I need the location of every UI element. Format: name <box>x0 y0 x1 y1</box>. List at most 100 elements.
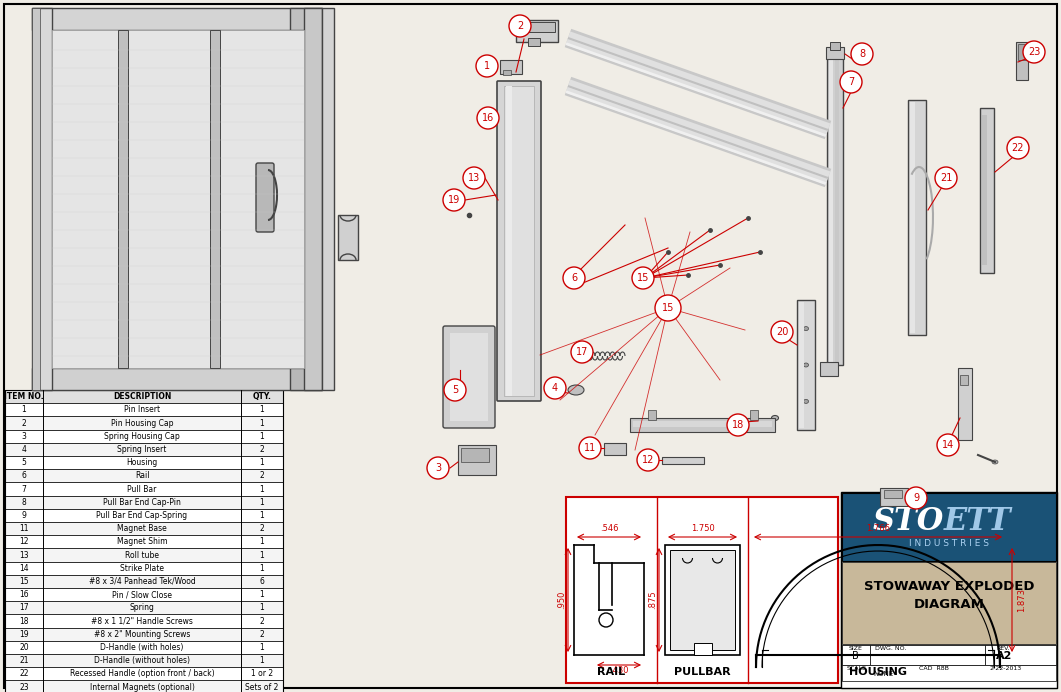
Text: 2-22-2013: 2-22-2013 <box>989 666 1022 671</box>
Circle shape <box>637 449 659 471</box>
Text: 5: 5 <box>21 458 27 467</box>
Bar <box>665 545 740 655</box>
Circle shape <box>579 437 601 459</box>
Bar <box>5 654 283 667</box>
Bar <box>290 368 321 390</box>
Text: 9: 9 <box>912 493 919 503</box>
Text: 1: 1 <box>260 603 264 612</box>
Text: 1: 1 <box>260 564 264 573</box>
Circle shape <box>655 295 681 321</box>
Ellipse shape <box>503 113 517 123</box>
Circle shape <box>477 107 499 129</box>
Bar <box>210 30 220 368</box>
Text: 21: 21 <box>19 656 29 665</box>
Bar <box>500 60 522 74</box>
Bar <box>460 448 489 462</box>
Ellipse shape <box>759 419 765 424</box>
Bar <box>982 115 987 265</box>
Bar <box>516 20 558 42</box>
Circle shape <box>599 613 613 627</box>
Bar <box>504 86 534 396</box>
Text: DWG. NO.: DWG. NO. <box>875 646 906 651</box>
Bar <box>870 645 985 665</box>
Text: 1 or 2: 1 or 2 <box>251 669 273 678</box>
Text: 2: 2 <box>260 445 264 454</box>
Text: STO: STO <box>872 507 944 538</box>
Bar <box>630 418 775 432</box>
Circle shape <box>905 487 927 509</box>
Ellipse shape <box>568 385 584 395</box>
Bar <box>884 490 902 498</box>
Text: 21: 21 <box>940 173 952 183</box>
Text: 15: 15 <box>19 577 29 586</box>
Circle shape <box>1007 137 1029 159</box>
Bar <box>604 443 626 455</box>
Bar <box>1016 42 1028 80</box>
Text: 1.750: 1.750 <box>691 524 714 533</box>
Text: ETT: ETT <box>944 507 1011 538</box>
Bar <box>960 375 968 385</box>
Text: 6: 6 <box>21 471 27 480</box>
Text: .875: .875 <box>648 591 658 610</box>
Text: Rail: Rail <box>135 471 150 480</box>
Text: 11: 11 <box>19 524 29 533</box>
Circle shape <box>476 55 498 77</box>
Text: 1: 1 <box>260 406 264 415</box>
Text: 6: 6 <box>571 273 577 283</box>
Bar <box>5 469 283 482</box>
Text: RAIL: RAIL <box>597 667 625 677</box>
Text: 14: 14 <box>19 564 29 573</box>
Text: 1: 1 <box>260 643 264 652</box>
Text: NONE: NONE <box>873 671 893 677</box>
Bar <box>5 456 283 469</box>
Bar <box>694 643 712 655</box>
Bar <box>1017 44 1026 60</box>
Text: 1.766: 1.766 <box>866 524 890 533</box>
Bar <box>958 368 972 440</box>
Bar <box>321 8 334 390</box>
Text: 4: 4 <box>552 383 558 393</box>
Text: SIZE: SIZE <box>849 646 863 651</box>
Bar <box>5 628 283 641</box>
Text: 2: 2 <box>260 524 264 533</box>
Text: 23: 23 <box>19 682 29 691</box>
Text: 15: 15 <box>637 273 649 283</box>
Text: 22: 22 <box>19 669 29 678</box>
Text: HOUSING: HOUSING <box>849 667 907 677</box>
Text: CAD  R8B: CAD R8B <box>919 666 949 671</box>
Text: SCALE: SCALE <box>847 666 867 671</box>
Bar <box>797 300 815 430</box>
Text: 23: 23 <box>1028 47 1040 57</box>
Bar <box>829 57 833 363</box>
Text: REV.: REV. <box>996 646 1010 651</box>
Text: Magnet Shim: Magnet Shim <box>117 537 168 546</box>
Bar <box>32 8 52 390</box>
Ellipse shape <box>771 415 779 421</box>
Circle shape <box>771 321 793 343</box>
Text: Internal Magnets (optional): Internal Magnets (optional) <box>89 682 194 691</box>
Text: 20: 20 <box>19 643 29 652</box>
Ellipse shape <box>992 460 998 464</box>
Bar <box>648 410 656 420</box>
Circle shape <box>463 167 485 189</box>
Text: 1: 1 <box>260 656 264 665</box>
Circle shape <box>935 167 957 189</box>
Circle shape <box>571 341 593 363</box>
Circle shape <box>632 267 654 289</box>
FancyBboxPatch shape <box>497 81 541 401</box>
Text: 1: 1 <box>260 511 264 520</box>
Text: #8 x 1 1/2" Handle Screws: #8 x 1 1/2" Handle Screws <box>91 617 193 626</box>
Bar <box>820 362 838 376</box>
Text: Pin Housing Cap: Pin Housing Cap <box>110 419 173 428</box>
Bar <box>662 457 705 464</box>
Text: 16: 16 <box>482 113 494 123</box>
Text: 18: 18 <box>732 420 744 430</box>
Bar <box>450 333 488 421</box>
Text: Housing: Housing <box>126 458 158 467</box>
Bar <box>880 488 908 506</box>
Text: Pin Insert: Pin Insert <box>124 406 160 415</box>
Text: 1: 1 <box>260 419 264 428</box>
Text: Spring: Spring <box>129 603 155 612</box>
Text: 2: 2 <box>517 21 523 31</box>
Bar <box>5 522 283 535</box>
